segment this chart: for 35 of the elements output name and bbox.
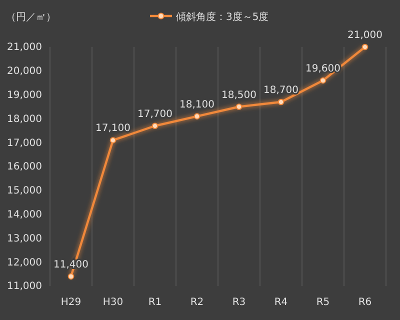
- y-tick-label: 20,000: [7, 66, 42, 78]
- x-tick-label: H30: [102, 297, 124, 308]
- y-tick-label: 19,000: [7, 90, 42, 101]
- text: 18,700: [264, 84, 298, 96]
- y-tick-label: 21,000: [7, 42, 42, 54]
- point: [320, 77, 326, 84]
- y-tick-label: 13,000: [7, 233, 42, 244]
- point: [236, 104, 242, 110]
- text: 17,100: [96, 123, 130, 134]
- y-tick-label: 16,000: [7, 162, 42, 173]
- x-tick-label: R5: [316, 297, 330, 308]
- point: [110, 137, 116, 144]
- y-tick-label: 18,000: [7, 114, 42, 125]
- x-tick-label: R4: [274, 297, 288, 308]
- point: [152, 122, 158, 130]
- y-tick-label: 11,000: [7, 281, 42, 292]
- legend-label: 傾斜角度：3度～5度: [176, 11, 269, 23]
- text: 18,100: [180, 99, 214, 110]
- point: [362, 44, 368, 50]
- y-axis-title: （円／㎡）: [6, 12, 56, 23]
- x-tick-label: R3: [232, 297, 246, 308]
- y-tick-label: 14,000: [7, 210, 42, 220]
- x-tick-label: H29: [60, 297, 82, 308]
- text: 18,500: [222, 90, 256, 101]
- y-tick-label: 15,000: [7, 186, 42, 197]
- point: [278, 98, 284, 106]
- text: 21,000: [348, 30, 382, 41]
- x-tick-label: R1: [148, 297, 162, 308]
- x-tick-label: R6: [358, 297, 372, 308]
- point: [194, 113, 200, 120]
- text: 17,700: [138, 108, 172, 120]
- y-tick-label: 12,000: [7, 257, 42, 268]
- point: [68, 273, 74, 280]
- x-tick-label: R2: [190, 297, 204, 308]
- y-tick-label: 17,000: [7, 138, 42, 149]
